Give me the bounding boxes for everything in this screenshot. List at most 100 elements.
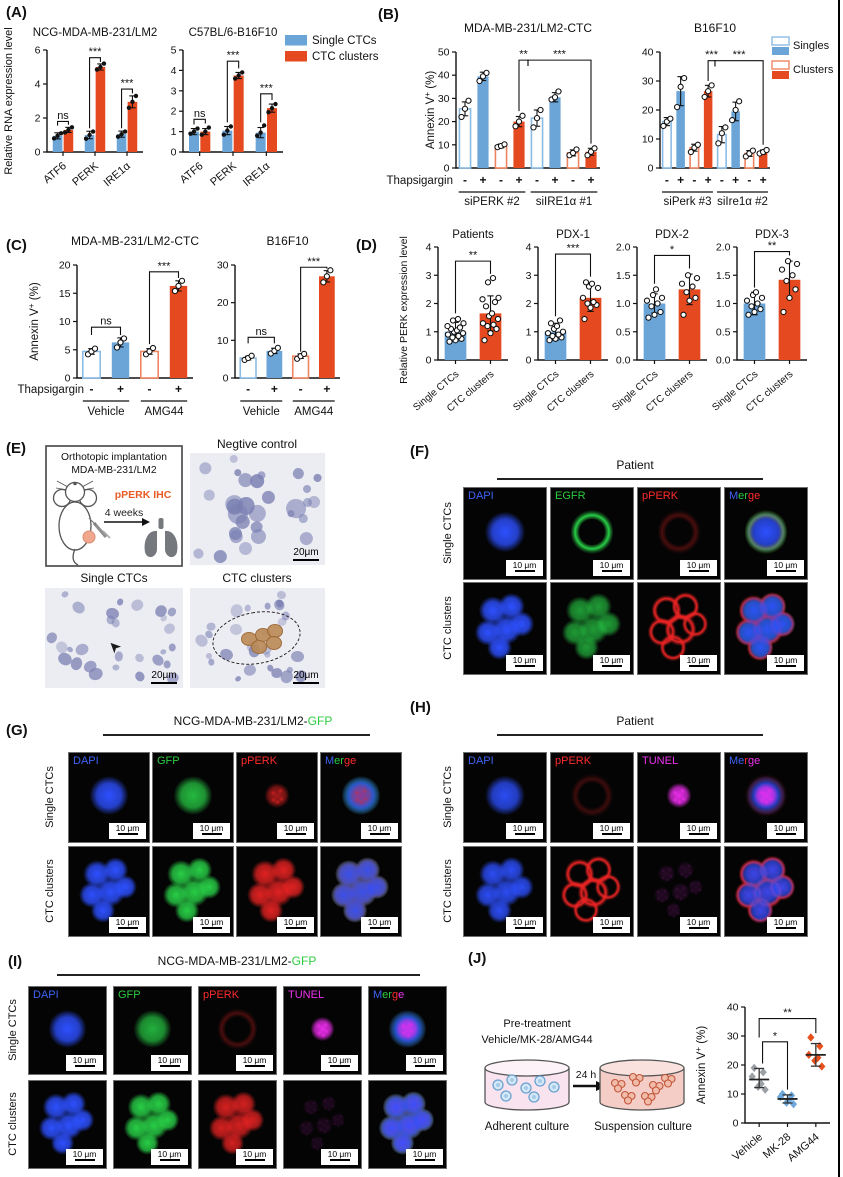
sig-bracket [300,266,328,352]
micro-image: pPERK 10 μm [236,752,318,843]
cell-signal-blob [766,896,771,902]
y-tick-label: 10 [642,134,654,146]
scale-bar: 10 μm [236,1149,273,1165]
cell-signal-blob [674,887,679,892]
micro-image: pPERK 10 μm [198,986,277,1075]
header-underline [103,734,370,736]
data-point [677,83,684,90]
data-point [119,131,124,137]
y-tick-label: 2 [171,106,177,118]
y-tick-label: 1.0 [716,298,731,310]
data-point [555,88,562,95]
cell-signal-blob [270,789,276,796]
data-point [581,315,588,323]
nucleus-blob [168,643,176,653]
data-point [323,273,330,280]
data-point [171,287,179,295]
legend-label: Clusters [793,64,834,76]
channel-label-segment: M [325,755,335,767]
cell-signal-blob [156,1107,180,1134]
tumor-icon [82,530,96,544]
group-label: AMG44 [294,406,334,418]
cell-signal-blob [330,1112,346,1129]
data-point [133,93,139,99]
sig-label: *** [705,49,719,61]
data-point [649,291,657,299]
y-tick-label: 1.5 [616,270,631,282]
cell-signal-blob [362,795,369,802]
cell-signal-blob [89,774,129,818]
stained-ctc-cell [250,640,267,654]
data-point [122,129,128,134]
panel-header: Patient [616,458,653,472]
nucleus-blob [129,598,146,614]
scale-line [601,833,622,836]
sig-bracket [90,326,122,336]
cell-signal-blob [679,865,684,870]
treatment-sign: + [760,173,767,187]
scale-bar: 10 μm [109,823,146,839]
cell-signal-blob [783,880,788,885]
data-point [66,127,71,133]
data-point [449,334,456,341]
scatter-point [789,1099,798,1109]
scale-text: 10 μm [157,1149,182,1159]
data-point [692,294,699,301]
micro-image: DAPI 10 μm [463,752,547,843]
cell-signal-blob [386,1130,390,1135]
y-tick-label: 30 [642,76,654,88]
cell-signal-blob [394,1134,410,1151]
sig-bracket [454,260,492,314]
cell-signal-blob [763,799,770,806]
sig-label: *** [121,78,135,90]
data-point [752,289,760,296]
sig-bracket [226,60,240,123]
ihc-image-single-ctcs: ➤ 20μm [45,588,183,688]
panel-i: NCG-MDA-MB-231/LM2-GFP DAPI 10 μm 10 μm GFP 1… [0,930,480,1177]
data-point [547,320,555,327]
panel-c-charts: MDA-MB-231/LM2-CTC Annexin V+ (%) 0 5 10 15 20… [18,234,340,418]
cell-signal-blob [774,878,791,896]
sig-bracket [260,93,273,123]
sig-bracket [193,118,206,125]
micro-image: pPERK 10 μm [637,487,721,580]
data-point [175,282,182,290]
channel-label-segment: ge [343,755,357,767]
scale-line [514,665,535,668]
cell-signal-blob [393,1128,398,1133]
treatment-sign: + [732,173,739,187]
data-point [651,311,658,318]
chart-title: Patients [452,229,494,241]
cell-signal-blob [316,1030,322,1036]
cell-signal-blob [406,1094,422,1113]
bar [255,132,266,152]
bar [477,76,489,168]
cell-signal-blob [658,508,700,555]
cell-signal-blob [323,1098,327,1103]
channel-label: DAPI [33,989,59,1001]
scale-text: 10 μm [773,917,798,927]
micro-image: DAPI 10 μm [68,752,150,843]
bar [731,111,740,168]
scale-bar: 10 μm [506,655,543,671]
cell-signal-blob [764,861,781,879]
cell-signal-blob [315,1115,333,1136]
y-tick-label: 0 [733,1118,739,1130]
channel-label: TUNEL [288,989,325,1001]
data-point [90,129,96,134]
data-point [553,322,561,330]
data-point [487,330,494,337]
cell-signal-blob [743,890,747,895]
data-point [701,93,708,101]
cell-signal-blob [689,882,694,887]
cell-signal-blob [755,912,759,917]
cell-signal-blob [664,895,669,900]
y-tick-label: 20 [438,116,450,128]
sig-bracket [554,253,592,317]
data-point [239,70,245,75]
channel-label: Merge [325,755,356,767]
cell-signal-blob [418,1122,422,1127]
row-label: Single CTCs [44,765,56,828]
treatment-sign: - [535,173,539,187]
cell-signal-blob [595,873,622,902]
